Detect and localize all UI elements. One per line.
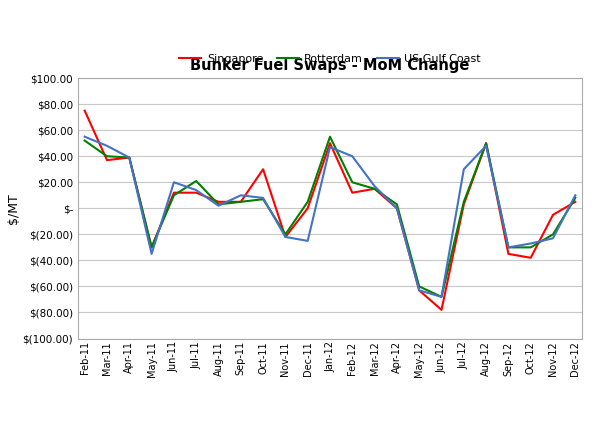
- Legend: Singapore, Rotterdam, US Gulf Coast: Singapore, Rotterdam, US Gulf Coast: [175, 50, 485, 69]
- US Gulf Coast: [81, 134, 88, 139]
- Rotterdam: [438, 294, 445, 299]
- US Gulf Coast: [438, 294, 445, 299]
- US Gulf Coast: [148, 251, 155, 256]
- Line: US Gulf Coast: US Gulf Coast: [85, 137, 575, 297]
- Rotterdam: [81, 138, 88, 143]
- US Gulf Coast: [416, 288, 423, 293]
- Singapore: [237, 199, 244, 204]
- Rotterdam: [170, 193, 178, 198]
- Singapore: [416, 288, 423, 293]
- Rotterdam: [460, 199, 467, 204]
- Rotterdam: [505, 245, 512, 250]
- Rotterdam: [550, 232, 557, 237]
- US Gulf Coast: [482, 143, 490, 148]
- Rotterdam: [326, 134, 334, 139]
- US Gulf Coast: [170, 180, 178, 185]
- Rotterdam: [394, 202, 401, 207]
- Rotterdam: [349, 180, 356, 185]
- US Gulf Coast: [572, 193, 579, 198]
- Rotterdam: [237, 199, 244, 204]
- US Gulf Coast: [349, 154, 356, 159]
- US Gulf Coast: [282, 234, 289, 240]
- Rotterdam: [125, 155, 133, 160]
- Singapore: [482, 141, 490, 146]
- Rotterdam: [304, 199, 311, 204]
- Rotterdam: [148, 245, 155, 250]
- Singapore: [81, 108, 88, 113]
- Singapore: [550, 212, 557, 217]
- Rotterdam: [193, 178, 200, 184]
- Singapore: [349, 190, 356, 195]
- Singapore: [193, 190, 200, 195]
- Singapore: [438, 307, 445, 312]
- Y-axis label: $/MT: $/MT: [7, 193, 20, 224]
- Rotterdam: [259, 197, 266, 202]
- US Gulf Coast: [259, 195, 266, 201]
- Singapore: [371, 186, 378, 191]
- Rotterdam: [282, 232, 289, 237]
- Singapore: [304, 206, 311, 211]
- Singapore: [103, 158, 110, 163]
- Line: Rotterdam: Rotterdam: [85, 137, 575, 297]
- Title: Bunker Fuel Swaps - MoM Change: Bunker Fuel Swaps - MoM Change: [190, 58, 470, 73]
- US Gulf Coast: [215, 203, 222, 208]
- Singapore: [148, 245, 155, 250]
- Rotterdam: [103, 154, 110, 159]
- Singapore: [394, 206, 401, 211]
- Singapore: [527, 255, 535, 260]
- Rotterdam: [482, 141, 490, 146]
- Rotterdam: [371, 186, 378, 191]
- US Gulf Coast: [527, 241, 535, 246]
- US Gulf Coast: [237, 193, 244, 198]
- US Gulf Coast: [505, 245, 512, 250]
- Singapore: [505, 251, 512, 256]
- Singapore: [215, 199, 222, 204]
- Singapore: [282, 234, 289, 240]
- Singapore: [125, 155, 133, 160]
- Singapore: [326, 141, 334, 146]
- Singapore: [572, 199, 579, 204]
- US Gulf Coast: [304, 238, 311, 243]
- US Gulf Coast: [326, 145, 334, 150]
- US Gulf Coast: [103, 143, 110, 148]
- Singapore: [259, 167, 266, 172]
- Rotterdam: [572, 195, 579, 201]
- US Gulf Coast: [460, 167, 467, 172]
- Rotterdam: [215, 202, 222, 207]
- US Gulf Coast: [394, 206, 401, 211]
- US Gulf Coast: [550, 236, 557, 241]
- US Gulf Coast: [125, 155, 133, 160]
- US Gulf Coast: [193, 187, 200, 193]
- Rotterdam: [527, 245, 535, 250]
- Rotterdam: [416, 284, 423, 289]
- US Gulf Coast: [371, 184, 378, 189]
- Singapore: [460, 202, 467, 207]
- Line: Singapore: Singapore: [85, 111, 575, 310]
- Singapore: [170, 190, 178, 195]
